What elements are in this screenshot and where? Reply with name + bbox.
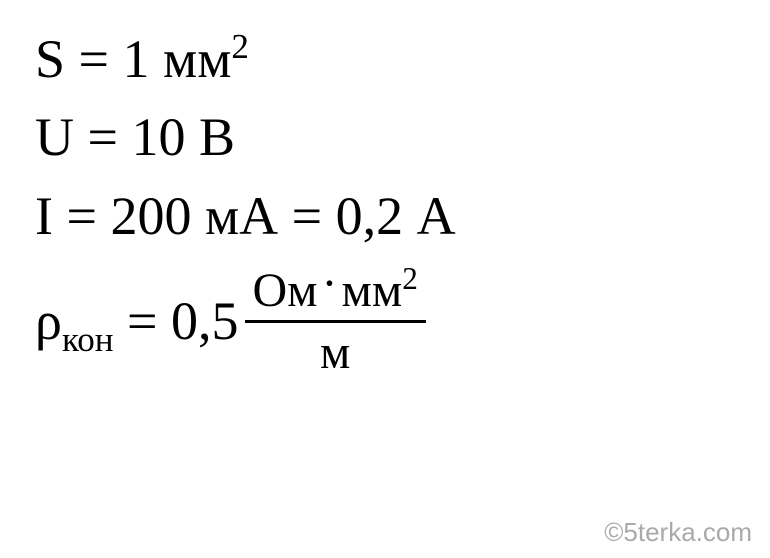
fraction-unit: Ом·мм2 м xyxy=(245,263,426,380)
numerator-dot: · xyxy=(322,257,338,310)
numerator-exp: 2 xyxy=(402,261,418,296)
equals-1: = xyxy=(65,29,122,89)
numerator-mm: мм xyxy=(342,264,403,317)
numerator-ohm: Ом xyxy=(253,264,318,317)
variable-u: U xyxy=(35,107,74,167)
numerator: Ом·мм2 xyxy=(245,263,426,320)
equals-2: = xyxy=(74,107,131,167)
value-rho: 0,5 xyxy=(171,291,239,351)
equals-3a: = xyxy=(53,186,110,246)
equation-line-3: I = 200 мА = 0,2 А xyxy=(35,177,735,255)
fraction-prefix: ρкон = 0,5 xyxy=(35,290,239,352)
equation-line-1: S = 1 мм2 xyxy=(35,20,735,98)
value-i-a: 0,2 А xyxy=(336,186,456,246)
equals-3b: = xyxy=(278,186,335,246)
value-s: 1 мм xyxy=(123,29,232,89)
subscript-rho: кон xyxy=(62,320,114,359)
variable-rho: ρ xyxy=(35,291,62,351)
equation-line-4: ρкон = 0,5 Ом·мм2 м xyxy=(35,263,735,380)
equals-4: = xyxy=(114,291,171,351)
watermark: ©5terka.com xyxy=(604,517,752,548)
value-i-ma: 200 мА xyxy=(110,186,278,246)
value-u: 10 В xyxy=(131,107,235,167)
variable-i: I xyxy=(35,186,53,246)
variable-s: S xyxy=(35,29,65,89)
denominator: м xyxy=(312,323,358,380)
equation-line-2: U = 10 В xyxy=(35,98,735,176)
exponent-s: 2 xyxy=(231,27,249,66)
